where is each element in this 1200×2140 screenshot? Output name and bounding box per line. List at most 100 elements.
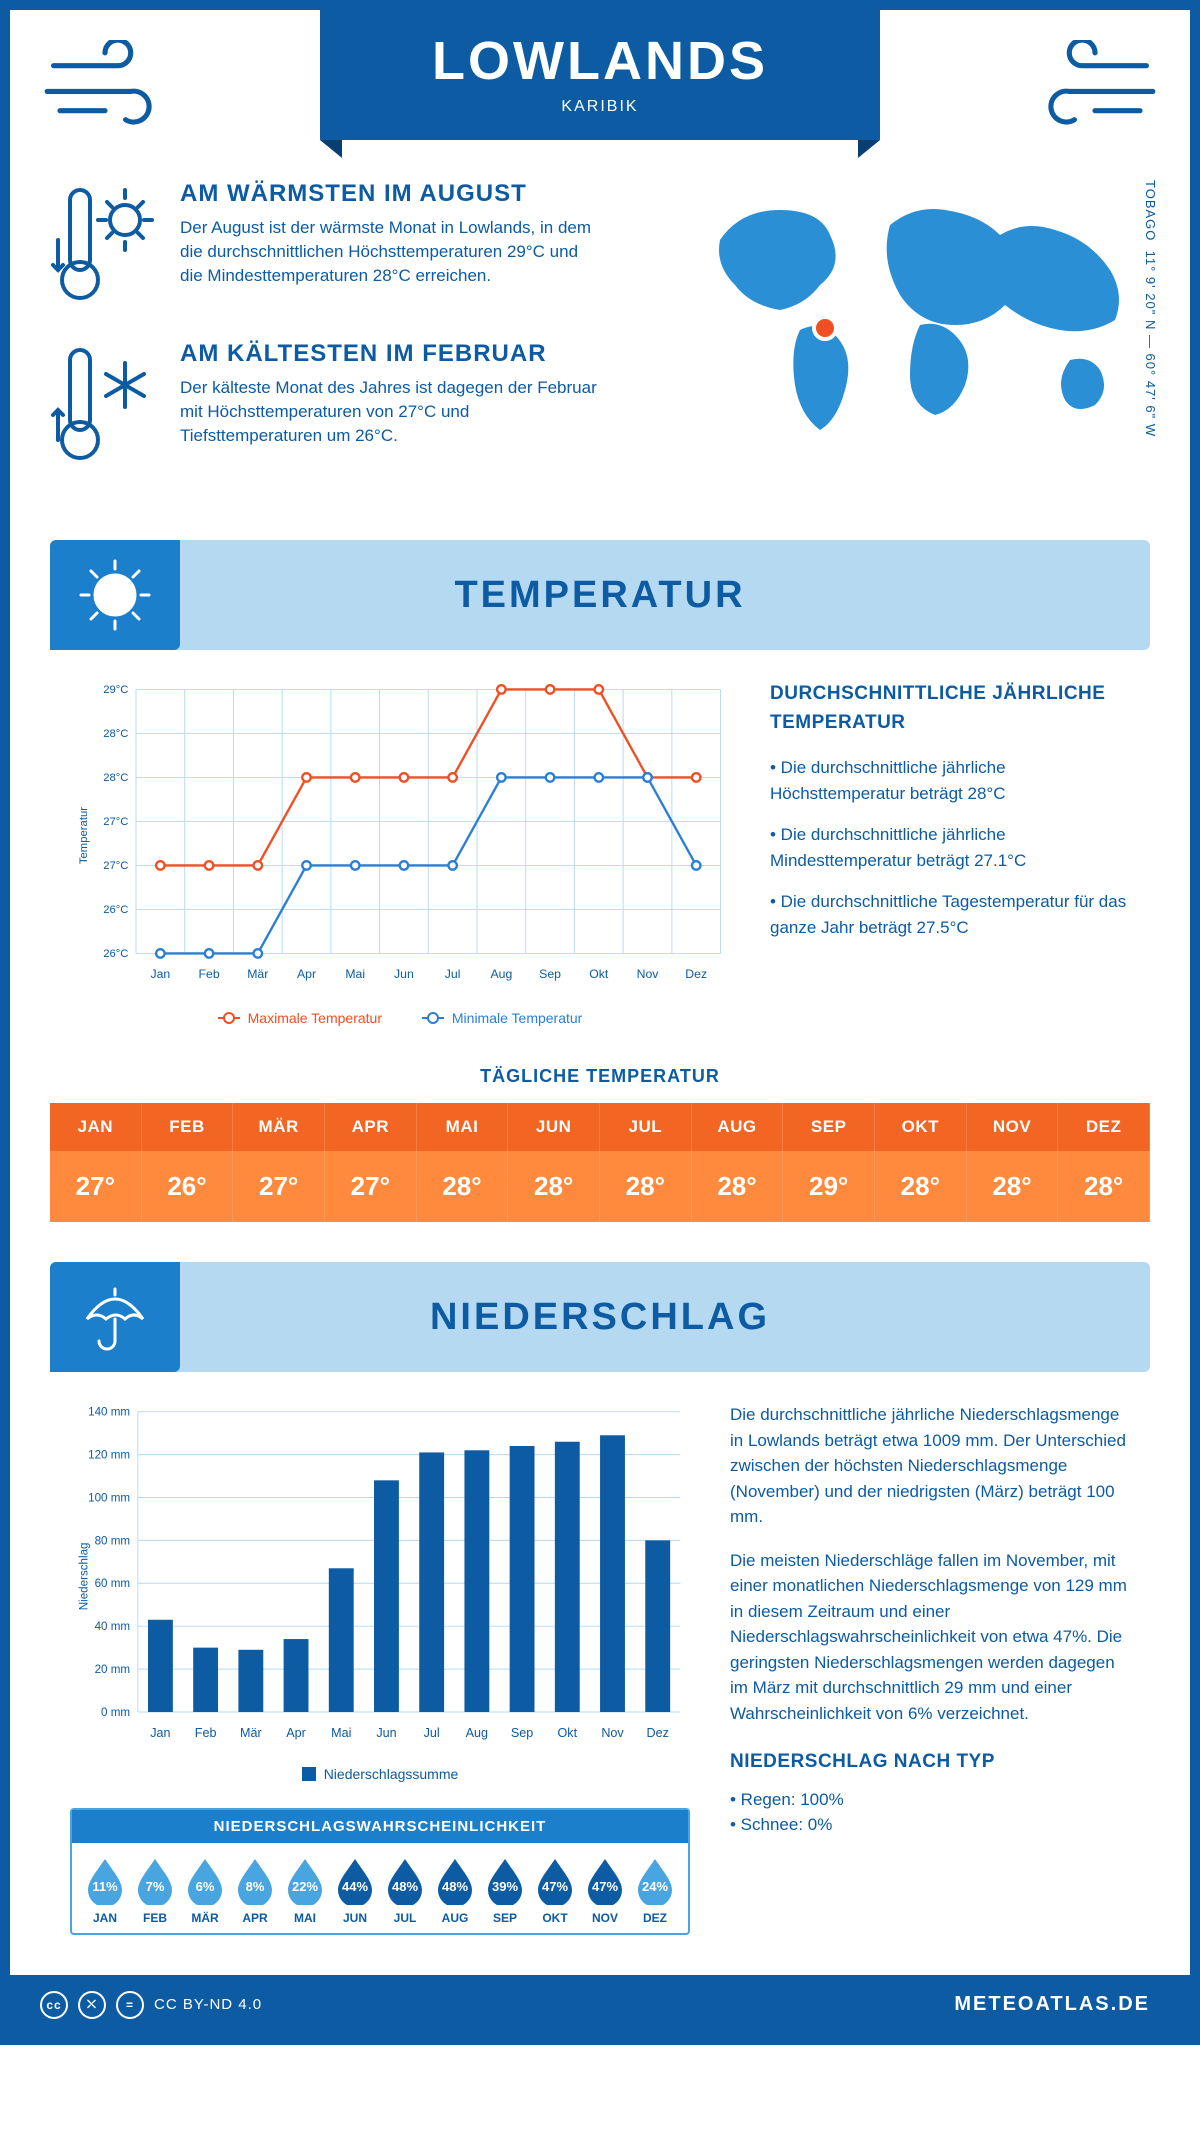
header: LOWLANDS KARIBIK [10, 10, 1190, 180]
daily-head-cell: APR [325, 1103, 417, 1151]
precip-prob-drop: 22%MAI [282, 1857, 328, 1925]
svg-text:Jul: Jul [424, 1726, 440, 1740]
by-icon: ⛌ [78, 1991, 106, 2019]
svg-text:140 mm: 140 mm [88, 1406, 130, 1419]
daily-temperature-table: JANFEBMÄRAPRMAIJUNJULAUGSEPOKTNOVDEZ 27°… [50, 1103, 1150, 1222]
nd-icon: = [116, 1991, 144, 2019]
svg-text:Sep: Sep [511, 1726, 533, 1740]
brand: METEOATLAS.DE [954, 1993, 1150, 2016]
svg-text:40 mm: 40 mm [95, 1620, 130, 1633]
temperature-legend: Maximale Temperatur Minimale Temperatur [70, 1006, 730, 1026]
svg-text:Nov: Nov [601, 1726, 624, 1740]
sun-icon [50, 540, 180, 650]
daily-value-cell: 28° [967, 1151, 1059, 1222]
svg-text:Aug: Aug [466, 1726, 488, 1740]
coldest-text: Der kälteste Monat des Jahres ist dagege… [180, 376, 600, 447]
svg-text:60 mm: 60 mm [95, 1577, 130, 1590]
precip-type-title: NIEDERSCHLAG NACH TYP [730, 1748, 1130, 1777]
svg-text:Sep: Sep [539, 967, 561, 981]
svg-text:Feb: Feb [199, 967, 220, 981]
precip-prob-drop: 44%JUN [332, 1857, 378, 1925]
precip-type1: • Regen: 100% [730, 1787, 1130, 1813]
svg-text:Okt: Okt [589, 967, 609, 981]
precip-prob-drop: 47%NOV [582, 1857, 628, 1925]
coldest-title: AM KÄLTESTEN IM FEBRUAR [180, 340, 600, 368]
temp-side-p2: • Die durchschnittliche jährliche Mindes… [770, 822, 1130, 873]
svg-text:Mär: Mär [247, 967, 268, 981]
daily-value-cell: 28° [875, 1151, 967, 1222]
daily-head-cell: JUN [508, 1103, 600, 1151]
coordinates: TOBAGO 11° 9' 20" N — 60° 47' 6" W [1143, 180, 1158, 437]
svg-text:Okt: Okt [558, 1726, 578, 1740]
svg-text:28°C: 28°C [103, 772, 128, 784]
daily-value-cell: 27° [325, 1151, 417, 1222]
precip-prob-drop: 39%SEP [482, 1857, 528, 1925]
precip-probability-title: NIEDERSCHLAGSWAHRSCHEINLICHKEIT [72, 1810, 688, 1843]
svg-text:27°C: 27°C [103, 816, 128, 828]
daily-head-cell: SEP [783, 1103, 875, 1151]
svg-text:Jan: Jan [150, 967, 170, 981]
precip-prob-drop: 48%JUL [382, 1857, 428, 1925]
precip-summary: Die durchschnittliche jährliche Niedersc… [730, 1402, 1130, 1935]
svg-text:Jun: Jun [394, 967, 414, 981]
temperature-chart: 26°C26°C27°C27°C28°C28°C29°CJanFebMärApr… [70, 680, 730, 1026]
daily-value-cell: 26° [142, 1151, 234, 1222]
svg-text:Dez: Dez [685, 967, 707, 981]
svg-text:Jun: Jun [376, 1726, 396, 1740]
section-precip-title: NIEDERSCHLAG [430, 1296, 770, 1339]
svg-text:Apr: Apr [297, 967, 316, 981]
svg-text:26°C: 26°C [103, 948, 128, 960]
daily-head-cell: OKT [875, 1103, 967, 1151]
daily-head-cell: JUL [600, 1103, 692, 1151]
svg-text:Aug: Aug [490, 967, 512, 981]
svg-text:28°C: 28°C [103, 728, 128, 740]
cc-icon: cc [40, 1991, 68, 2019]
temperature-summary: DURCHSCHNITTLICHE JÄHRLICHE TEMPERATUR •… [770, 680, 1130, 1026]
daily-value-cell: 29° [783, 1151, 875, 1222]
svg-text:Temperatur: Temperatur [78, 807, 90, 864]
temp-side-p1: • Die durchschnittliche jährliche Höchst… [770, 755, 1130, 806]
daily-value-cell: 28° [1058, 1151, 1150, 1222]
precip-prob-drop: 11%JAN [82, 1857, 128, 1925]
precip-prob-drop: 7%FEB [132, 1857, 178, 1925]
world-map: TOBAGO 11° 9' 20" N — 60° 47' 6" W [690, 180, 1150, 500]
svg-text:Jan: Jan [150, 1726, 170, 1740]
daily-value-cell: 28° [600, 1151, 692, 1222]
svg-text:Apr: Apr [286, 1726, 306, 1740]
climate-summary: AM WÄRMSTEN IM AUGUST Der August ist der… [50, 180, 660, 500]
precip-legend: Niederschlagssumme [70, 1766, 690, 1784]
legend-min: Minimale Temperatur [452, 1010, 582, 1026]
temp-side-title: DURCHSCHNITTLICHE JÄHRLICHE TEMPERATUR [770, 680, 1130, 737]
precip-prob-drop: 24%DEZ [632, 1857, 678, 1925]
daily-head-cell: AUG [692, 1103, 784, 1151]
svg-text:20 mm: 20 mm [95, 1663, 130, 1676]
svg-text:120 mm: 120 mm [88, 1449, 130, 1462]
precip-prob-drop: 48%AUG [432, 1857, 478, 1925]
temp-side-p3: • Die durchschnittliche Tagestemperatur … [770, 889, 1130, 940]
precip-prob-drop: 47%OKT [532, 1857, 578, 1925]
umbrella-icon [50, 1262, 180, 1372]
daily-head-cell: MAI [417, 1103, 509, 1151]
svg-text:100 mm: 100 mm [88, 1492, 130, 1505]
precip-p1: Die durchschnittliche jährliche Niedersc… [730, 1402, 1130, 1530]
wind-icon [40, 40, 170, 130]
svg-text:Mai: Mai [331, 1726, 351, 1740]
svg-text:80 mm: 80 mm [95, 1534, 130, 1547]
section-temperature-banner: TEMPERATUR [50, 540, 1150, 650]
section-temperature-title: TEMPERATUR [454, 574, 745, 617]
page-subtitle: KARIBIK [320, 98, 880, 116]
svg-text:Mai: Mai [345, 967, 365, 981]
daily-value-cell: 28° [692, 1151, 784, 1222]
thermometer-sun-icon [50, 180, 160, 315]
section-precip-banner: NIEDERSCHLAG [50, 1262, 1150, 1372]
daily-value-cell: 27° [233, 1151, 325, 1222]
svg-text:0 mm: 0 mm [101, 1706, 130, 1719]
license-text: CC BY-ND 4.0 [154, 1996, 262, 2013]
precip-chart: 0 mm 20 mm 40 mm 60 mm 80 mm 100 mm 120 mm 140 … [70, 1402, 690, 1784]
daily-head-cell: FEB [142, 1103, 234, 1151]
thermometer-snow-icon [50, 340, 160, 475]
precip-probability-box: NIEDERSCHLAGSWAHRSCHEINLICHKEIT 11%JAN7%… [70, 1808, 690, 1935]
svg-text:Jul: Jul [445, 967, 461, 981]
precip-prob-drop: 6%MÄR [182, 1857, 228, 1925]
legend-max: Maximale Temperatur [248, 1010, 382, 1026]
